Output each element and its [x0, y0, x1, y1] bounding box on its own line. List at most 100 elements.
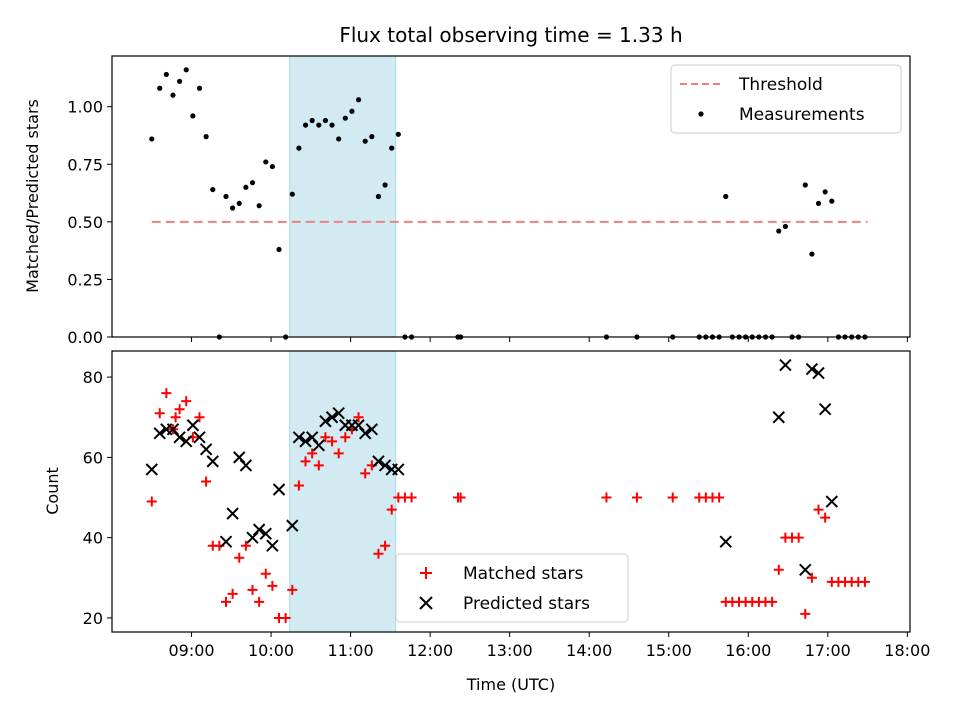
measurement-point: [776, 228, 782, 234]
predicted-point: [825, 495, 838, 508]
predicted-point: [145, 463, 158, 476]
predicted-point: [299, 435, 312, 448]
predicted-point: [372, 455, 385, 468]
predicted-point: [252, 523, 266, 536]
predicted-point: [799, 563, 812, 576]
series-measurements: [149, 67, 868, 340]
matched-point: [773, 564, 784, 575]
measurement-point: [316, 122, 322, 128]
matched-point: [221, 596, 231, 607]
count-panel-ylabel: Count: [43, 467, 62, 515]
matched-point: [380, 540, 391, 551]
matched-point: [859, 576, 870, 587]
predicted-legend-label: Predicted stars: [463, 594, 590, 614]
predicted-point: [239, 459, 253, 472]
predicted-point: [173, 431, 186, 444]
predicted-point: [805, 362, 819, 376]
matched-point: [800, 608, 811, 619]
x-tick-label: 11:00: [328, 641, 374, 660]
matched-point: [333, 448, 344, 459]
matched-point: [813, 504, 824, 515]
x-tick-label: 09:00: [168, 641, 214, 660]
measurement-point: [809, 251, 815, 257]
predicted-point: [779, 358, 792, 372]
measurement-point: [395, 131, 401, 137]
measurement-point: [177, 78, 183, 84]
matched-point: [714, 492, 725, 503]
measurement-point: [149, 136, 155, 142]
predicted-point: [358, 427, 372, 440]
measurement-point: [183, 67, 189, 73]
x-axis-label: Time (UTC): [466, 675, 555, 694]
matched-point: [327, 436, 338, 447]
matched-point: [260, 568, 271, 579]
matched-point: [247, 584, 258, 595]
predicted-point: [319, 415, 332, 428]
matched-point: [340, 432, 351, 443]
predicted-point: [719, 535, 732, 548]
measurement-point: [256, 203, 262, 209]
predicted-point: [286, 519, 299, 532]
x-tick-label: 15:00: [646, 641, 692, 660]
predicted-point: [332, 407, 345, 420]
y-tick-label: 0.75: [67, 155, 103, 174]
measurement-point: [389, 145, 395, 151]
matched-point: [373, 548, 384, 559]
y-tick-label: 0.50: [67, 213, 103, 232]
predicted-point: [199, 443, 213, 456]
measurement-point: [269, 163, 275, 170]
predicted-point: [325, 411, 339, 424]
predicted-point: [812, 366, 825, 380]
predicted-point: [818, 402, 832, 416]
observing-window-shade: [289, 350, 397, 633]
matched-legend-label: Matched stars: [463, 564, 583, 584]
predicted-point: [186, 419, 200, 432]
predicted-point: [292, 431, 306, 444]
matched-point: [267, 580, 278, 591]
matched-point: [194, 412, 205, 423]
y-tick-label: 0.25: [67, 270, 103, 289]
measurement-point: [223, 193, 229, 200]
predicted-point: [312, 439, 325, 452]
measurements-legend-swatch: [698, 111, 704, 117]
measurement-point: [170, 92, 176, 98]
predicted-point: [153, 427, 166, 440]
matched-point: [806, 572, 817, 583]
measurement-point: [249, 180, 256, 186]
x-tick-label: 12:00: [407, 641, 453, 660]
series-matched-stars: [146, 388, 870, 623]
predicted-point: [772, 411, 785, 424]
measurement-point: [815, 200, 822, 207]
matched-point: [234, 552, 245, 563]
matched-point: [280, 612, 291, 623]
matched-point: [227, 588, 238, 599]
count-panel: 20 40 60 80 09:00 10:00 11:00 12:00 13:00 14:00 1…: [43, 350, 930, 694]
predicted-point: [365, 423, 379, 436]
count-panel-frame: [111, 350, 911, 633]
measurement-point: [375, 193, 382, 200]
matched-point: [313, 460, 324, 471]
measurement-point: [349, 108, 355, 114]
y-tick-label: 1.00: [67, 98, 103, 117]
predicted-point: [392, 463, 405, 476]
matched-point: [201, 476, 212, 487]
matched-point: [287, 584, 298, 595]
x-tick-label: 10:00: [248, 641, 294, 660]
matched-legend-swatch: [420, 567, 432, 579]
measurement-point: [336, 136, 342, 142]
predicted-point: [266, 539, 279, 552]
measurement-point: [203, 134, 209, 140]
ratio-legend: Threshold Measurements: [670, 64, 902, 134]
threshold-legend-label: Threshold: [738, 75, 823, 95]
predicted-legend-swatch: [419, 596, 433, 610]
y-tick-label: 0.00: [67, 328, 103, 347]
x-tick-label: 18:00: [884, 641, 930, 660]
measurement-point: [263, 159, 269, 165]
measurement-point: [230, 205, 236, 211]
chart-title: Flux total observing time = 1.33 h: [339, 23, 682, 47]
predicted-point: [226, 507, 239, 520]
measurement-point: [822, 189, 828, 195]
predicted-point: [272, 483, 286, 496]
matched-point: [793, 532, 804, 543]
measurements-legend-label: Measurements: [739, 105, 865, 125]
